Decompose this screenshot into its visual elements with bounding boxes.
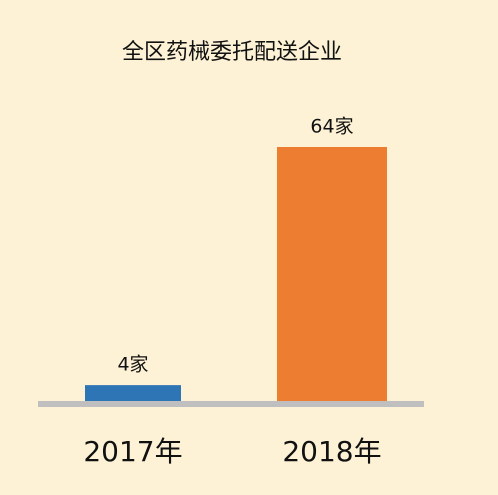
- bar: [85, 385, 181, 401]
- x-tick-label: 2017年: [83, 435, 182, 468]
- bar: [277, 147, 387, 401]
- x-tick-label: 2018年: [282, 435, 381, 468]
- baseline: [38, 401, 424, 407]
- value-label: 4家: [117, 354, 148, 376]
- value-label: 64家: [310, 116, 353, 138]
- chart-title: 全区药械委托配送企业: [122, 40, 342, 65]
